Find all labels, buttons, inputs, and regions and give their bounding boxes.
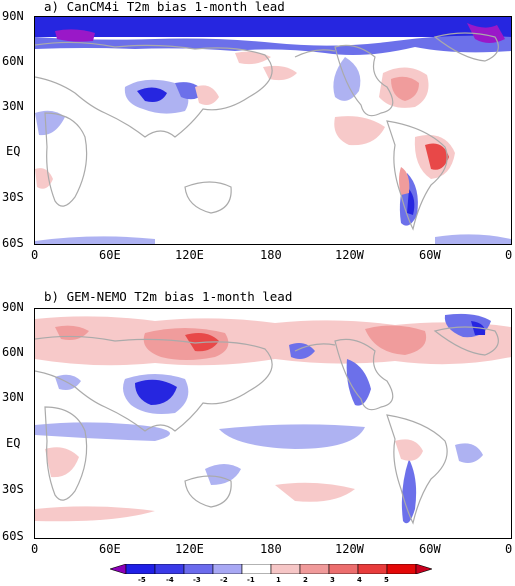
panel-b-lon-label: 0 (505, 542, 513, 556)
colorbar-right-cap (415, 564, 432, 574)
colorbar-label: 4 (357, 576, 362, 584)
panel-a-lon-label: 120W (335, 248, 364, 262)
colorbar-label: -3 (193, 576, 201, 584)
panel-b-lon-label: 180 (260, 542, 282, 556)
colorbar (110, 564, 432, 574)
colorbar-cells (110, 564, 432, 574)
colorbar-label: -1 (247, 576, 255, 584)
panel-b-coastlines (35, 326, 499, 525)
panel-b-lon-label: 60E (99, 542, 121, 556)
colorbar-cell (270, 564, 301, 574)
colorbar-cell (328, 564, 359, 574)
colorbar-cell (299, 564, 330, 574)
panel-a-lon-label: 180 (260, 248, 282, 262)
colorbar-label: 3 (330, 576, 335, 584)
panel-b-lat-label: 90N (2, 300, 24, 314)
colorbar-cell (357, 564, 388, 574)
panel-b-lon-label: 120E (175, 542, 204, 556)
panel-a-title: a) CanCM4i T2m bias 1-month lead (44, 0, 285, 14)
panel-a-lon-label: 60E (99, 248, 121, 262)
colorbar-label: 1 (276, 576, 281, 584)
panel-b-lat-label: 30S (2, 482, 24, 496)
panel-b-lon-label: 120W (335, 542, 364, 556)
panel-b-map (34, 308, 512, 539)
panel-b-lat-label: 60S (2, 529, 24, 543)
panel-b-map-svg (35, 313, 511, 525)
colorbar-label: 5 (384, 576, 389, 584)
panel-a-lon-label: 60W (419, 248, 441, 262)
panel-b-lon-label: 60W (419, 542, 441, 556)
panel-a-lon-label: 120E (175, 248, 204, 262)
colorbar-label: -2 (220, 576, 228, 584)
panel-b-bias-shading (35, 313, 511, 524)
panel-b-lat-label: 30N (2, 390, 24, 404)
colorbar-label: -5 (138, 576, 146, 584)
colorbar-label: -4 (166, 576, 174, 584)
panel-a-lat-label: EQ (6, 144, 21, 158)
panel-a-lat-label: 60N (2, 54, 24, 68)
panel-a-lon-label: 0 (31, 248, 39, 262)
panel-a-map (34, 16, 512, 245)
colorbar-cell (241, 564, 272, 574)
panel-a-map-svg (35, 17, 511, 244)
panel-a-lat-label: 30N (2, 99, 24, 113)
colorbar-cell (212, 564, 243, 574)
panel-b-lon-label: 0 (31, 542, 39, 556)
colorbar-cell (386, 564, 417, 574)
panel-a-coastlines (35, 32, 499, 231)
colorbar-label: 2 (303, 576, 308, 584)
panel-b-lat-label: 60N (2, 345, 24, 359)
colorbar-left-cap (110, 564, 127, 574)
panel-a-lat-label: 60S (2, 236, 24, 250)
panel-b-lat-label: EQ (6, 436, 21, 450)
panel-a-lat-label: 30S (2, 190, 24, 204)
panel-b-title: b) GEM-NEMO T2m bias 1-month lead (44, 289, 293, 304)
colorbar-cell (154, 564, 185, 574)
panel-a-bias-shading (35, 17, 511, 244)
panel-a-lon-label: 0 (505, 248, 513, 262)
colorbar-cell (125, 564, 156, 574)
colorbar-cell (183, 564, 214, 574)
panel-a-lat-label: 90N (2, 9, 24, 23)
